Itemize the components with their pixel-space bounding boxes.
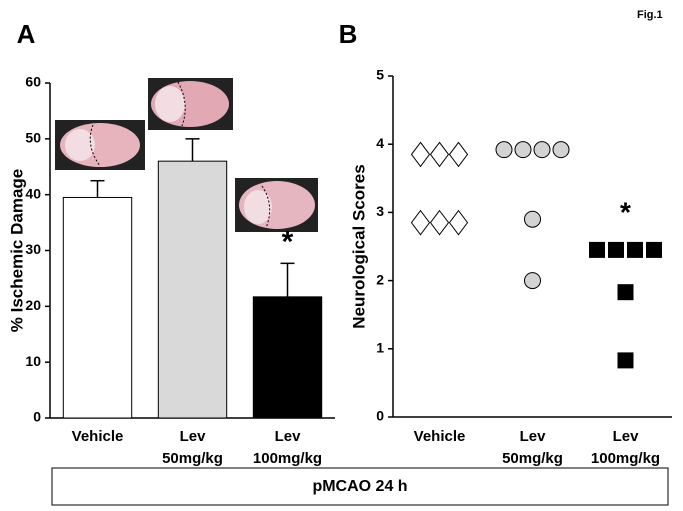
y-tick-label: 30: [25, 241, 41, 257]
y-tick-label: 5: [376, 67, 384, 83]
x-tick-label: Lev 50mg/kg: [162, 428, 223, 467]
point: [429, 209, 450, 236]
y-tick-label: 0: [33, 409, 41, 425]
annotation: *: [620, 196, 631, 227]
point: [514, 141, 532, 159]
y-tick-label: 2: [376, 271, 384, 287]
bar: [62, 196, 133, 419]
annotation: *: [282, 225, 294, 258]
point: [410, 209, 431, 236]
point: [608, 241, 624, 258]
brain-image: [148, 78, 233, 130]
footer-label: pMCAO 24 h: [312, 478, 407, 495]
x-tick-label: Lev 100mg/kg: [252, 428, 323, 467]
point: [627, 241, 643, 258]
y-tick-label: 10: [25, 353, 41, 369]
y-tick-label: 1: [376, 340, 384, 356]
brain-image: [235, 178, 318, 232]
y-tick-label: 0: [376, 408, 384, 424]
point: [429, 141, 450, 168]
y-tick-label: 60: [25, 74, 41, 90]
bar: [252, 296, 323, 419]
point: [524, 210, 541, 228]
y-tick-label: 4: [376, 135, 384, 151]
footer-box: [51, 467, 669, 506]
point: [524, 272, 541, 290]
point: [448, 209, 469, 236]
y-tick-label: 3: [376, 203, 384, 219]
y-tick-label: 20: [25, 297, 41, 313]
point: [646, 241, 662, 258]
y-tick-label: 50: [25, 130, 41, 146]
bar: [157, 160, 228, 419]
y-axis-label: % Ischemic Damage: [7, 169, 26, 332]
x-tick-label: Lev 50mg/kg: [502, 428, 563, 467]
figure-label: Fig.1: [637, 9, 663, 21]
x-tick-label: Vehicle: [71, 428, 124, 445]
y-tick-label: 40: [25, 185, 41, 201]
brain-image: [55, 120, 145, 170]
x-tick-label: Vehicle: [413, 428, 466, 445]
point: [495, 141, 513, 159]
point: [410, 141, 431, 168]
x-tick-label: Lev 100mg/kg: [590, 428, 661, 467]
point: [448, 141, 469, 168]
point: [533, 141, 551, 159]
point: [589, 241, 605, 258]
panel-label: B: [339, 19, 358, 49]
panel-label: A: [17, 19, 36, 49]
point: [617, 352, 634, 369]
y-axis-label: Neurological Scores: [349, 164, 368, 328]
point: [552, 141, 570, 159]
point: [617, 284, 634, 301]
